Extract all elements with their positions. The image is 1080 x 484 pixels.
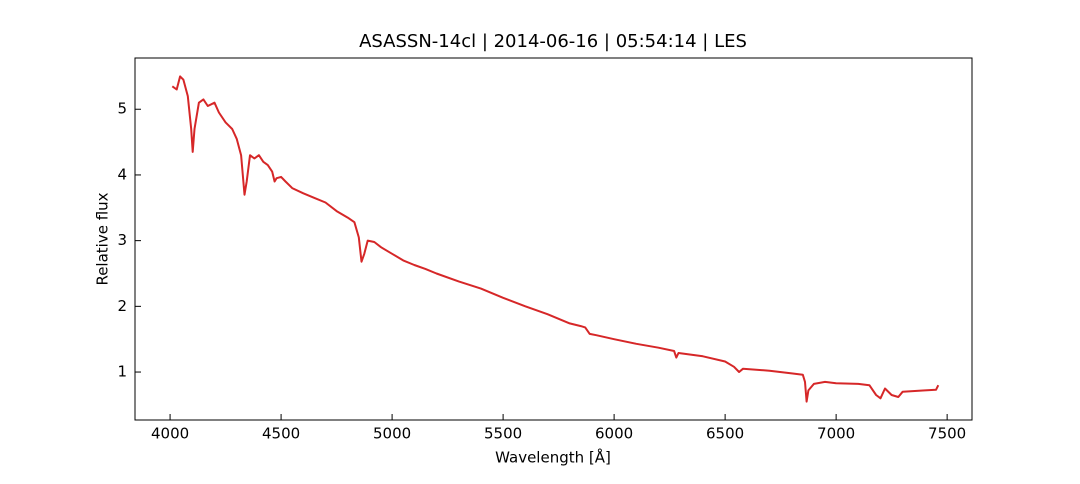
spectrum-line [171,75,940,403]
y-tick-label: 3 [117,231,127,249]
x-tick-label: 7500 [928,425,966,443]
x-tick-label: 6000 [595,425,633,443]
x-tick-label: 5500 [484,425,522,443]
x-tick-label: 4000 [151,425,189,443]
y-tick-label: 2 [117,297,127,315]
y-tick-label: 4 [117,165,127,183]
y-tick-label: 1 [117,363,127,381]
y-axis-label: Relative flux [94,192,112,285]
x-tick-label: 7000 [817,425,855,443]
x-tick-label: 6500 [706,425,744,443]
y-tick-label: 5 [117,100,127,118]
chart-title: ASASSN-14cl | 2014-06-16 | 05:54:14 | LE… [359,31,747,52]
x-axis-label: Wavelength [Å] [495,448,611,467]
x-tick-label: 4500 [262,425,300,443]
x-tick-label: 5000 [373,425,411,443]
plot-frame [134,57,973,421]
